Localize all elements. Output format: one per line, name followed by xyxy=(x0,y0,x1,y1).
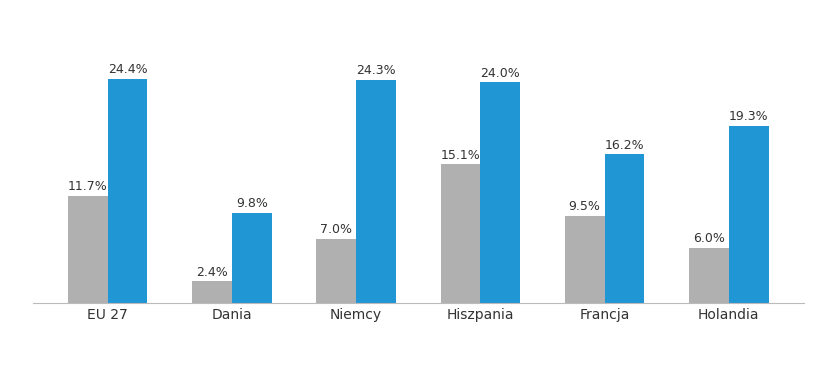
Text: 7.0%: 7.0% xyxy=(319,223,352,236)
Bar xyxy=(316,239,355,303)
Text: 9.8%: 9.8% xyxy=(236,198,267,210)
Text: 24.4%: 24.4% xyxy=(107,63,147,76)
Bar xyxy=(68,196,107,303)
Bar xyxy=(232,213,271,303)
Text: 9.5%: 9.5% xyxy=(568,200,600,213)
Bar xyxy=(355,80,396,303)
Text: 24.0%: 24.0% xyxy=(480,67,519,80)
Bar xyxy=(604,154,644,303)
Text: 2.4%: 2.4% xyxy=(196,266,228,279)
Text: 11.7%: 11.7% xyxy=(68,180,107,193)
Bar xyxy=(107,79,147,303)
Bar xyxy=(480,82,519,303)
Text: 15.1%: 15.1% xyxy=(440,149,480,162)
Bar xyxy=(688,248,728,303)
Bar xyxy=(564,216,604,303)
Text: 6.0%: 6.0% xyxy=(692,232,724,245)
Text: 24.3%: 24.3% xyxy=(355,64,396,77)
Bar xyxy=(192,281,232,303)
Text: 19.3%: 19.3% xyxy=(728,110,767,123)
Bar xyxy=(440,165,480,303)
Text: 16.2%: 16.2% xyxy=(604,138,644,151)
Bar xyxy=(728,126,767,303)
